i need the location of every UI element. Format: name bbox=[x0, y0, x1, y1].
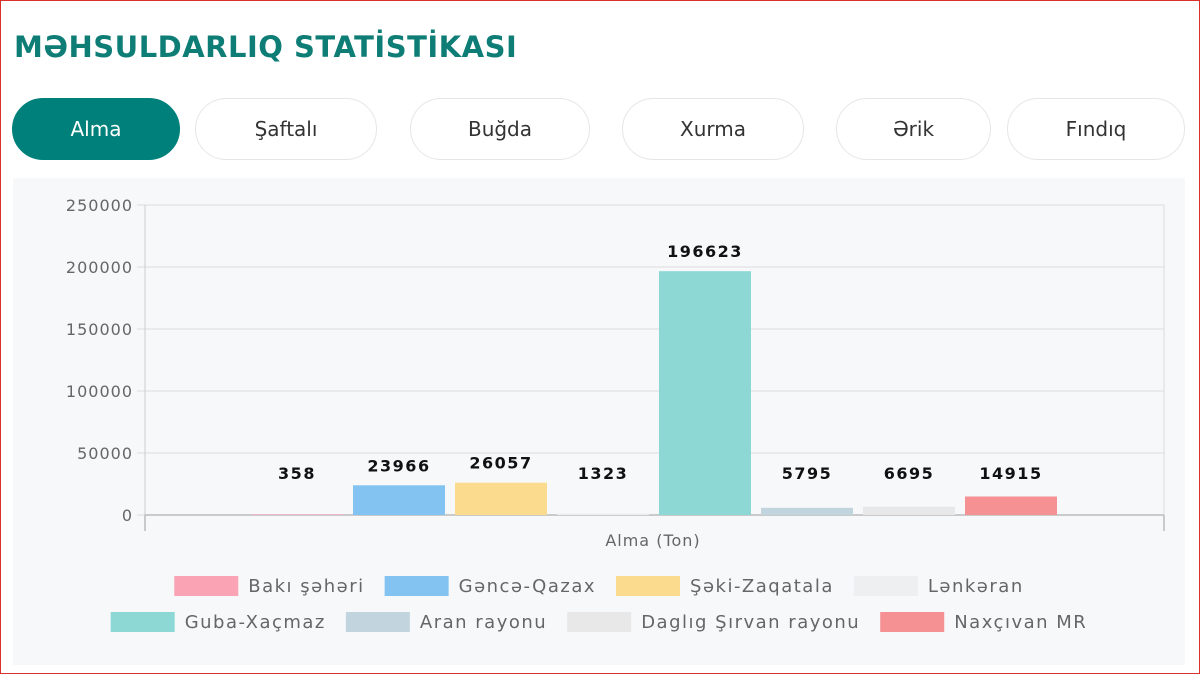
legend-label: Şəki-Zaqatala bbox=[690, 576, 834, 597]
y-tick-label: 0 bbox=[122, 506, 133, 525]
legend-swatch bbox=[880, 612, 945, 632]
data-label: 26057 bbox=[469, 454, 532, 473]
bars bbox=[251, 271, 1057, 515]
legend-label: Gəncə-Qazax bbox=[459, 576, 596, 597]
data-label: 1323 bbox=[578, 464, 629, 483]
data-label: 358 bbox=[278, 464, 316, 483]
data-label: 6695 bbox=[884, 464, 935, 483]
legend-item[interactable]: Daglıg Şırvan rayonu bbox=[567, 612, 860, 633]
legend-swatch bbox=[384, 576, 449, 596]
legend-label: Aran rayonu bbox=[420, 612, 547, 633]
data-labels: 358 23966 26057 1323 196623 5795 6695 14915 bbox=[278, 242, 1042, 483]
chart-panel: 0 50000 100000 150000 200000 250000 358 23966 2… bbox=[13, 178, 1185, 665]
legend-swatch bbox=[853, 576, 918, 596]
bar[interactable] bbox=[557, 513, 649, 515]
y-tick-label: 100000 bbox=[66, 382, 133, 401]
tab-xurma[interactable]: Xurma bbox=[622, 98, 804, 160]
legend-swatch bbox=[567, 612, 632, 632]
tab-alma[interactable]: Alma bbox=[12, 98, 180, 160]
data-label: 196623 bbox=[667, 242, 743, 261]
data-label: 5795 bbox=[782, 464, 833, 483]
bar[interactable] bbox=[455, 482, 547, 515]
legend-item[interactable]: Guba-Xaçmaz bbox=[110, 612, 326, 633]
legend-item[interactable]: Gəncə-Qazax bbox=[384, 576, 596, 597]
bar[interactable] bbox=[251, 514, 343, 515]
legend-item[interactable]: Aran rayonu bbox=[345, 612, 547, 633]
y-tick-label: 150000 bbox=[66, 320, 133, 339]
legend: Bakı şəhəri Gəncə-Qazax Şəki-Zaqatala Lənkə… bbox=[110, 576, 1087, 633]
y-tick-label: 50000 bbox=[77, 444, 133, 463]
bar-chart: 0 50000 100000 150000 200000 250000 358 23966 2… bbox=[66, 196, 1165, 633]
crop-tabs: Alma Şaftalı Buğda Xurma Ərik Fındıq bbox=[0, 98, 1200, 162]
bar[interactable] bbox=[965, 496, 1057, 515]
data-label: 23966 bbox=[367, 456, 430, 475]
tab-bugda[interactable]: Buğda bbox=[410, 98, 590, 160]
legend-swatch bbox=[616, 576, 681, 596]
legend-item[interactable]: Bakı şəhəri bbox=[174, 576, 364, 597]
y-tick-label: 200000 bbox=[66, 258, 133, 277]
legend-label: Naxçıvan MR bbox=[954, 612, 1087, 633]
legend-label: Bakı şəhəri bbox=[248, 576, 364, 597]
legend-swatch bbox=[345, 612, 410, 632]
legend-swatch bbox=[110, 612, 175, 632]
legend-label: Guba-Xaçmaz bbox=[185, 612, 326, 633]
y-tick-label: 250000 bbox=[66, 196, 133, 215]
tab-erik[interactable]: Ərik bbox=[836, 98, 991, 160]
bar[interactable] bbox=[863, 506, 955, 515]
tab-findiq[interactable]: Fındıq bbox=[1007, 98, 1185, 160]
legend-item[interactable]: Naxçıvan MR bbox=[880, 612, 1087, 633]
legend-item[interactable]: Lənkəran bbox=[853, 576, 1024, 597]
bar[interactable] bbox=[353, 485, 445, 515]
tab-saftali[interactable]: Şaftalı bbox=[195, 98, 377, 160]
bar[interactable] bbox=[761, 507, 853, 515]
legend-item[interactable]: Şəki-Zaqatala bbox=[616, 576, 834, 597]
x-axis-label: Alma (Ton) bbox=[605, 531, 700, 550]
data-label: 14915 bbox=[979, 464, 1042, 483]
page-title: MƏHSULDARLIQ STATİSTİKASI bbox=[14, 30, 518, 64]
legend-label: Daglıg Şırvan rayonu bbox=[641, 612, 860, 633]
legend-swatch bbox=[174, 576, 239, 596]
bar[interactable] bbox=[659, 271, 751, 515]
legend-label: Lənkəran bbox=[928, 576, 1024, 597]
